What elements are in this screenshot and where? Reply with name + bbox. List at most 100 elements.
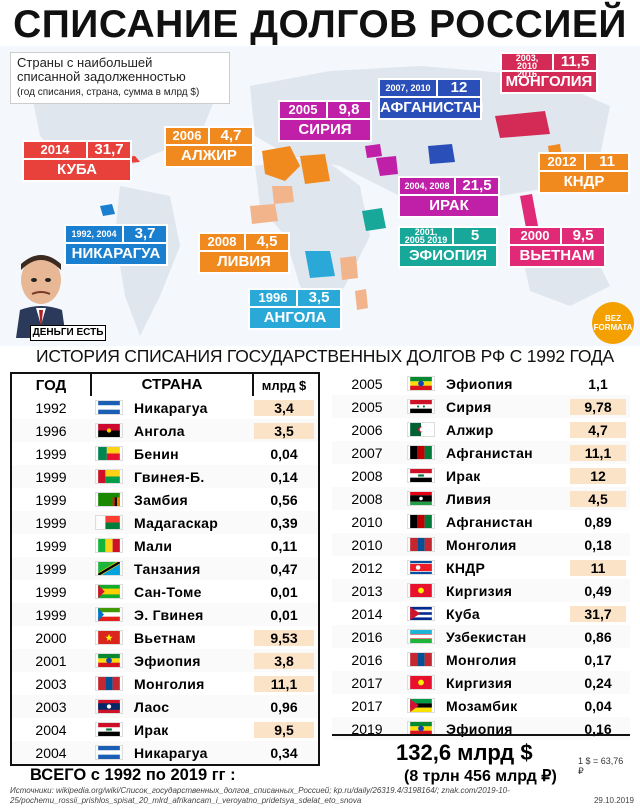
flag-zambia-icon [90, 492, 128, 507]
row-year: 2017 [351, 697, 383, 714]
callout-year: 2005 [280, 102, 328, 118]
table-row: 2006 Алжир 4,7 [332, 418, 630, 441]
callout-country: КУБА [22, 160, 132, 182]
callout-country: АФГАНИСТАН [378, 98, 484, 120]
callout-amount: 9,8 [338, 101, 360, 118]
map-callout: 2005 9,8 СИРИЯ [278, 100, 372, 142]
row-amount: 0,16 [584, 720, 612, 737]
callout-country: НИКАРАГУА [64, 244, 168, 266]
row-amount: 0,89 [584, 513, 612, 530]
map-callout: 1996 3,5 АНГОЛА [248, 288, 342, 330]
row-year: 2017 [351, 674, 383, 691]
table-row: 1999 Мали 0,11 [12, 534, 318, 557]
callout-amount: 4,5 [256, 233, 278, 250]
row-country: Бенин [134, 445, 179, 462]
row-amount: 0,86 [584, 628, 612, 645]
flag-mongolia-icon [90, 676, 128, 691]
callout-year: 2008 [200, 234, 246, 250]
row-country: Танзания [134, 560, 201, 577]
callout-year: 2004, 2008 [400, 178, 456, 194]
table-row: 2004 Ирак 9,5 [12, 718, 318, 741]
row-year: 2005 [351, 375, 383, 392]
map-callout: 2012 11 КНДР [538, 152, 630, 194]
map-callout: 2008 4,5 ЛИВИЯ [198, 232, 290, 274]
row-amount: 4,5 [570, 490, 626, 507]
callout-country: ЭФИОПИЯ [398, 246, 498, 268]
row-year: 1999 [35, 468, 67, 485]
flag-vietnam-icon [90, 630, 128, 645]
table-left: ГОД СТРАНА млрд $ 1992 Никарагуа 3,4 1996 Ан… [10, 372, 320, 766]
flag-sao-tome-icon [90, 584, 128, 599]
row-amount: 11,1 [570, 444, 626, 461]
flag-mali-icon [90, 538, 128, 553]
table-row: 1996 Ангола 3,5 [12, 419, 318, 442]
table-row: 1999 Замбия 0,56 [12, 488, 318, 511]
flag-benin-icon [90, 446, 128, 461]
row-year: 2004 [35, 721, 67, 738]
row-country: Ангола [134, 422, 185, 439]
row-country: Мадагаскар [134, 514, 219, 531]
table-row: 2003 Лаос 0,96 [12, 695, 318, 718]
row-year: 2003 [35, 698, 67, 715]
header-year: ГОД [35, 376, 67, 394]
table-left-rows: 1992 Никарагуа 3,4 1996 Ангола 3,5 1999 Бенин 0,… [12, 396, 318, 764]
row-year: 2010 [351, 513, 383, 530]
sources-text: Источники: wikipedia.org/wiki/Список_гос… [10, 786, 510, 805]
table-row: 2007 Афганистан 11,1 [332, 441, 630, 464]
row-amount: 0,96 [270, 698, 298, 715]
header-country: СТРАНА [90, 374, 254, 396]
row-year: 1999 [35, 514, 67, 531]
map-callout: 2003, 2010 2016 11,5 МОНГОЛИЯ [500, 52, 598, 94]
table-right: 2005 Эфиопия 1,1 2005 Сирия 9,78 2006 Алжир 4,7 2… [332, 372, 630, 740]
row-amount: 0,34 [270, 744, 298, 761]
table-subtitle: ИСТОРИЯ СПИСАНИЯ ГОСУДАРСТВЕННЫХ ДОЛГОВ … [36, 346, 614, 366]
caricature-caption: ДЕНЬГИ ЕСТЬ [30, 325, 106, 341]
map-callout: 2014 31,7 КУБА [22, 140, 132, 182]
row-year: 2016 [351, 628, 383, 645]
row-amount: 0,04 [584, 697, 612, 714]
table-row: 2005 Сирия 9,78 [332, 395, 630, 418]
table-row: 1999 Танзания 0,47 [12, 557, 318, 580]
total-label: ВСЕГО с 1992 по 2019 гг : [30, 766, 236, 784]
table-row: 2003 Монголия 11,1 [12, 672, 318, 695]
row-country: Сан-Томе [134, 583, 202, 600]
callout-amount: 12 [450, 79, 468, 96]
legend-note: (год списания, страна, сумма в млрд $) [17, 87, 200, 98]
row-year: 1999 [35, 560, 67, 577]
map-callout: 1992, 2004 3,7 НИКАРАГУА [64, 224, 168, 266]
row-year: 1999 [35, 491, 67, 508]
callout-amount: 21,5 [462, 177, 492, 194]
table-row: 2008 Ливия 4,5 [332, 487, 630, 510]
flag-nicaragua-icon [90, 400, 128, 415]
flag-ethiopia-icon [90, 653, 128, 668]
row-year: 2005 [351, 398, 383, 415]
callout-year: 2007, 2010 [380, 80, 438, 96]
flag-madagascar-icon [90, 515, 128, 530]
flag-tanzania-icon [90, 561, 128, 576]
map-callout: 2006 4,7 АЛЖИР [164, 126, 254, 168]
callout-year: 2014 [24, 142, 88, 158]
row-country: Киргизия [446, 674, 513, 691]
row-amount: 0,01 [270, 606, 298, 623]
table-row: 2017 Киргизия 0,24 [332, 671, 630, 694]
table-row: 2000 Вьетнам 9,53 [12, 626, 318, 649]
table-row: 2004 Никарагуа 0,34 [12, 741, 318, 764]
flag-algeria-icon [402, 422, 440, 437]
flag-iraq-icon [90, 722, 128, 737]
flag-guinea-bissau-icon [90, 469, 128, 484]
table-right-rows: 2005 Эфиопия 1,1 2005 Сирия 9,78 2006 Алжир 4,7 2… [332, 372, 630, 740]
map-callout: 2007, 2010 12 АФГАНИСТАН [378, 78, 484, 120]
table-row: 2005 Эфиопия 1,1 [332, 372, 630, 395]
row-amount: 3,8 [254, 652, 314, 669]
row-year: 2001 [35, 652, 67, 669]
map-legend: Страны с наибольшей списанной задолженно… [10, 52, 230, 104]
header-amount: млрд $ [261, 377, 307, 393]
flag-mozambique-icon [402, 698, 440, 713]
row-country: Ливия [446, 490, 492, 507]
callout-amount: 11 [599, 153, 615, 170]
table-row: 2013 Киргизия 0,49 [332, 579, 630, 602]
row-country: Э. Гвинея [134, 606, 204, 623]
callout-year: 2006 [166, 128, 210, 144]
callout-country: АЛЖИР [164, 146, 254, 168]
callout-country: АНГОЛА [248, 308, 342, 330]
